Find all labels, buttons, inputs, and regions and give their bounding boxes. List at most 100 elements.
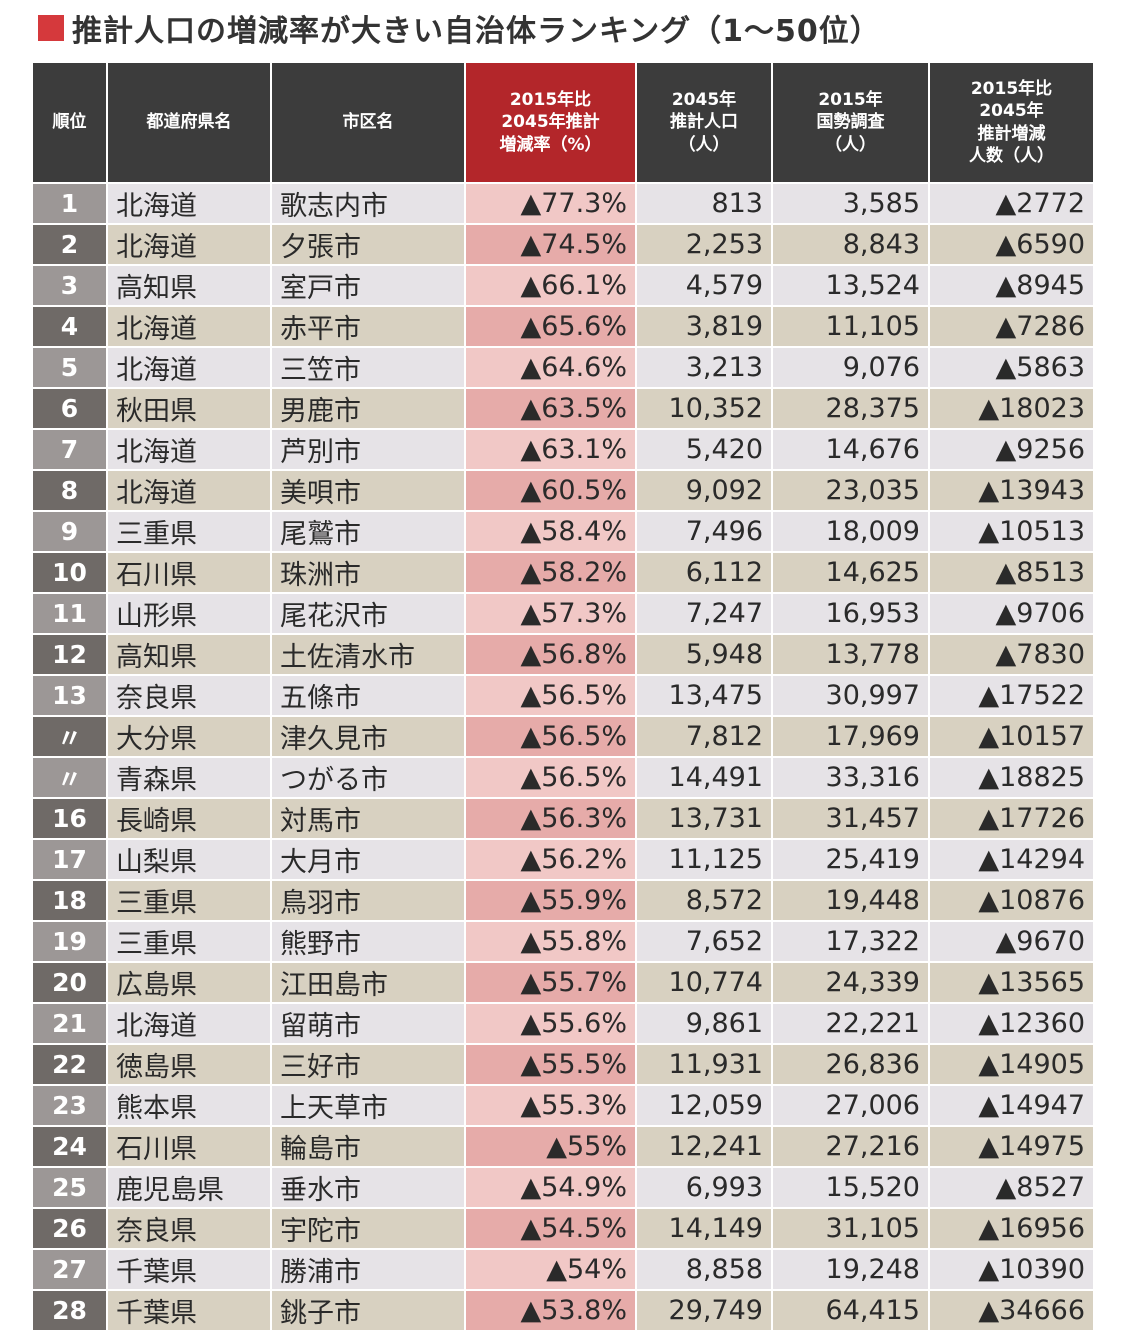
cell-city: 対馬市 <box>271 797 466 839</box>
cell-prefecture: 熊本県 <box>107 1084 272 1126</box>
cell-change: ▲7286 <box>929 305 1093 347</box>
cell-prefecture: 青森県 <box>107 756 272 798</box>
cell-change: ▲14294 <box>929 838 1093 880</box>
cell-rate: ▲65.6% <box>465 305 637 347</box>
cell-prefecture: 高知県 <box>107 264 272 306</box>
cell-pop-2015: 18,009 <box>772 510 930 552</box>
cell-change: ▲17726 <box>929 797 1093 839</box>
cell-rank: 13 <box>33 674 108 716</box>
cell-city: 津久見市 <box>271 715 466 757</box>
cell-pop-2015: 11,105 <box>772 305 930 347</box>
cell-rank: 6 <box>33 387 108 429</box>
cell-rate: ▲63.1% <box>465 428 637 470</box>
cell-rank: 2 <box>33 223 108 265</box>
cell-pop-2045: 13,731 <box>636 797 773 839</box>
cell-rate: ▲74.5% <box>465 223 637 265</box>
cell-rate: ▲53.8% <box>465 1289 637 1330</box>
cell-pop-2015: 3,585 <box>772 182 930 224</box>
cell-rank: 〃 <box>33 715 108 757</box>
cell-pop-2015: 16,953 <box>772 592 930 634</box>
cell-rank: 25 <box>33 1166 108 1208</box>
table-row: 20 広島県 江田島市 ▲55.7% 10,774 24,339 ▲13565 <box>33 961 1093 1003</box>
cell-pop-2015: 9,076 <box>772 346 930 388</box>
cell-change: ▲10513 <box>929 510 1093 552</box>
table-row: 12 高知県 土佐清水市 ▲56.8% 5,948 13,778 ▲7830 <box>33 633 1093 675</box>
cell-city: 尾鷲市 <box>271 510 466 552</box>
cell-change: ▲18023 <box>929 387 1093 429</box>
cell-pop-2045: 8,858 <box>636 1248 773 1290</box>
table-row: 27 千葉県 勝浦市 ▲54% 8,858 19,248 ▲10390 <box>33 1248 1093 1290</box>
cell-prefecture: 石川県 <box>107 551 272 593</box>
cell-prefecture: 鹿児島県 <box>107 1166 272 1208</box>
cell-pop-2045: 6,993 <box>636 1166 773 1208</box>
cell-pop-2015: 33,316 <box>772 756 930 798</box>
header-rate: 2015年比 2045年推計 増減率（%） <box>465 63 637 183</box>
table-row: 16 長崎県 対馬市 ▲56.3% 13,731 31,457 ▲17726 <box>33 797 1093 839</box>
cell-pop-2045: 5,420 <box>636 428 773 470</box>
cell-pop-2015: 31,457 <box>772 797 930 839</box>
cell-rate: ▲63.5% <box>465 387 637 429</box>
cell-prefecture: 北海道 <box>107 223 272 265</box>
cell-prefecture: 山形県 <box>107 592 272 634</box>
cell-rank: 5 <box>33 346 108 388</box>
table-row: 〃青森県 つがる市 ▲56.5% 14,491 33,316 ▲18825 <box>33 756 1093 798</box>
cell-pop-2015: 19,248 <box>772 1248 930 1290</box>
cell-prefecture: 石川県 <box>107 1125 272 1167</box>
cell-pop-2015: 13,778 <box>772 633 930 675</box>
cell-prefecture: 徳島県 <box>107 1043 272 1085</box>
cell-pop-2045: 10,352 <box>636 387 773 429</box>
cell-rate: ▲66.1% <box>465 264 637 306</box>
cell-city: 夕張市 <box>271 223 466 265</box>
cell-pop-2045: 12,241 <box>636 1125 773 1167</box>
cell-rank: 12 <box>33 633 108 675</box>
cell-city: 赤平市 <box>271 305 466 347</box>
cell-pop-2045: 11,125 <box>636 838 773 880</box>
cell-prefecture: 広島県 <box>107 961 272 1003</box>
cell-prefecture: 奈良県 <box>107 1207 272 1249</box>
cell-pop-2015: 17,969 <box>772 715 930 757</box>
table-row: 〃大分県 津久見市 ▲56.5% 7,812 17,969 ▲10157 <box>33 715 1093 757</box>
cell-change: ▲14947 <box>929 1084 1093 1126</box>
cell-prefecture: 北海道 <box>107 469 272 511</box>
cell-change: ▲34666 <box>929 1289 1093 1330</box>
cell-pop-2045: 9,092 <box>636 469 773 511</box>
cell-change: ▲7830 <box>929 633 1093 675</box>
cell-rank: 27 <box>33 1248 108 1290</box>
cell-pop-2045: 9,861 <box>636 1002 773 1044</box>
cell-city: 珠洲市 <box>271 551 466 593</box>
table-row: 28 千葉県 銚子市 ▲53.8% 29,749 64,415 ▲34666 <box>33 1289 1093 1330</box>
header-city: 市区名 <box>271 63 466 183</box>
table-row: 5 北海道 三笠市 ▲64.6% 3,213 9,076 ▲5863 <box>33 346 1093 388</box>
ranking-table: 順位 都道府県名 市区名 2015年比 2045年推計 増減率（%） 2045年… <box>33 63 1093 1330</box>
cell-change: ▲2772 <box>929 182 1093 224</box>
table-row: 22 徳島県 三好市 ▲55.5% 11,931 26,836 ▲14905 <box>33 1043 1093 1085</box>
cell-prefecture: 北海道 <box>107 346 272 388</box>
cell-pop-2045: 11,931 <box>636 1043 773 1085</box>
header-pop-2015: 2015年 国勢調査 （人） <box>772 63 930 183</box>
cell-prefecture: 三重県 <box>107 920 272 962</box>
cell-rank: 17 <box>33 838 108 880</box>
cell-pop-2045: 29,749 <box>636 1289 773 1330</box>
table-row: 23 熊本県 上天草市 ▲55.3% 12,059 27,006 ▲14947 <box>33 1084 1093 1126</box>
page-title: 推計人口の増減率が大きい自治体ランキング（1〜50位） <box>38 6 881 50</box>
cell-rate: ▲60.5% <box>465 469 637 511</box>
cell-city: 上天草市 <box>271 1084 466 1126</box>
cell-pop-2045: 813 <box>636 182 773 224</box>
cell-city: 男鹿市 <box>271 387 466 429</box>
cell-pop-2045: 5,948 <box>636 633 773 675</box>
cell-city: 尾花沢市 <box>271 592 466 634</box>
cell-pop-2015: 24,339 <box>772 961 930 1003</box>
cell-pop-2045: 7,247 <box>636 592 773 634</box>
cell-city: 三笠市 <box>271 346 466 388</box>
table-row: 10 石川県 珠洲市 ▲58.2% 6,112 14,625 ▲8513 <box>33 551 1093 593</box>
cell-city: 土佐清水市 <box>271 633 466 675</box>
cell-rank: 18 <box>33 879 108 921</box>
cell-change: ▲13565 <box>929 961 1093 1003</box>
cell-rank: 28 <box>33 1289 108 1330</box>
cell-prefecture: 北海道 <box>107 305 272 347</box>
cell-change: ▲16956 <box>929 1207 1093 1249</box>
cell-pop-2015: 14,676 <box>772 428 930 470</box>
cell-pop-2045: 12,059 <box>636 1084 773 1126</box>
cell-rate: ▲55.5% <box>465 1043 637 1085</box>
cell-city: つがる市 <box>271 756 466 798</box>
